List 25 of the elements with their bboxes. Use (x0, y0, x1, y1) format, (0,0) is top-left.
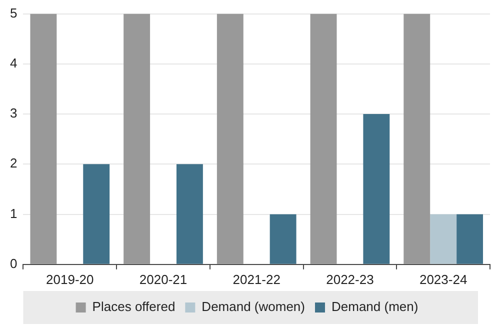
bar (176, 164, 203, 264)
bar (30, 14, 57, 264)
legend-label: Demand (women) (202, 299, 306, 314)
legend-label: Demand (men) (331, 299, 418, 314)
y-tick-label: 3 (10, 106, 18, 121)
x-tick-label: 2023-24 (419, 272, 468, 287)
y-tick-label: 4 (10, 56, 18, 70)
bar (404, 14, 430, 264)
bar (456, 214, 483, 264)
y-tick-label: 5 (10, 5, 18, 20)
x-tick-label: 2020-21 (139, 272, 188, 287)
bar (216, 14, 244, 264)
bar (430, 214, 457, 264)
y-tick-label: 0 (10, 256, 18, 271)
x-tick-label: 2021-22 (232, 272, 280, 287)
y-tick-label: 1 (10, 206, 18, 221)
bar (124, 14, 150, 264)
legend-label: Places offered (92, 299, 176, 314)
y-tick-label: 2 (10, 156, 18, 171)
bar (270, 214, 296, 264)
x-tick-label: 2022-23 (326, 272, 374, 287)
bar (363, 114, 390, 264)
bar (310, 14, 337, 264)
x-tick-label: 2019-20 (46, 272, 94, 287)
bar (83, 164, 110, 264)
